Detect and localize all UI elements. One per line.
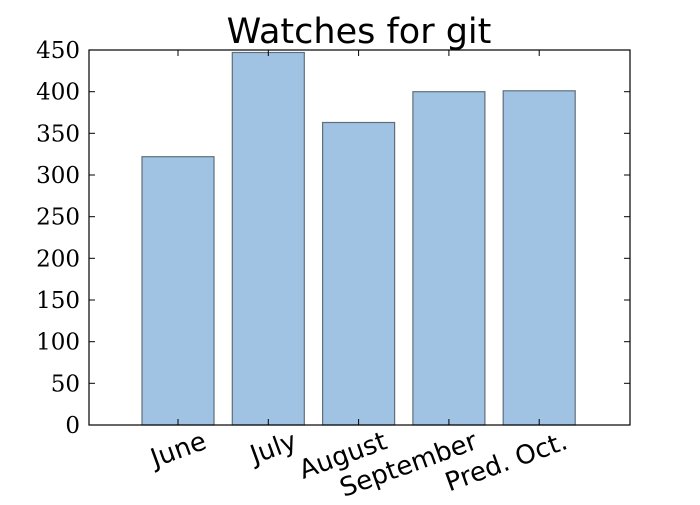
y-tick-label: 450	[36, 38, 80, 64]
y-axis-ticks: 0 50 100 150 200 250 300 350 400 450	[36, 38, 630, 439]
y-tick-label: 350	[36, 121, 80, 147]
bar-august	[322, 121, 396, 426]
bar-september	[412, 91, 486, 426]
x-tick-label: July	[245, 426, 301, 471]
chart-title: Watches for git	[227, 12, 492, 52]
bar-july	[231, 51, 305, 426]
y-tick-label: 0	[65, 413, 80, 439]
y-tick-label: 400	[36, 80, 80, 106]
y-tick-label: 300	[36, 163, 80, 189]
bar-pred-oct	[502, 90, 576, 426]
plot-frame	[88, 49, 631, 426]
x-tick-label: June	[145, 426, 210, 474]
y-tick-label: 200	[36, 246, 80, 272]
y-tick-label: 250	[36, 205, 80, 231]
y-tick-label: 100	[36, 330, 80, 356]
y-tick-label: 50	[51, 371, 80, 397]
bar-june	[141, 156, 215, 426]
bars-group	[141, 51, 576, 426]
y-tick-label: 150	[36, 288, 80, 314]
